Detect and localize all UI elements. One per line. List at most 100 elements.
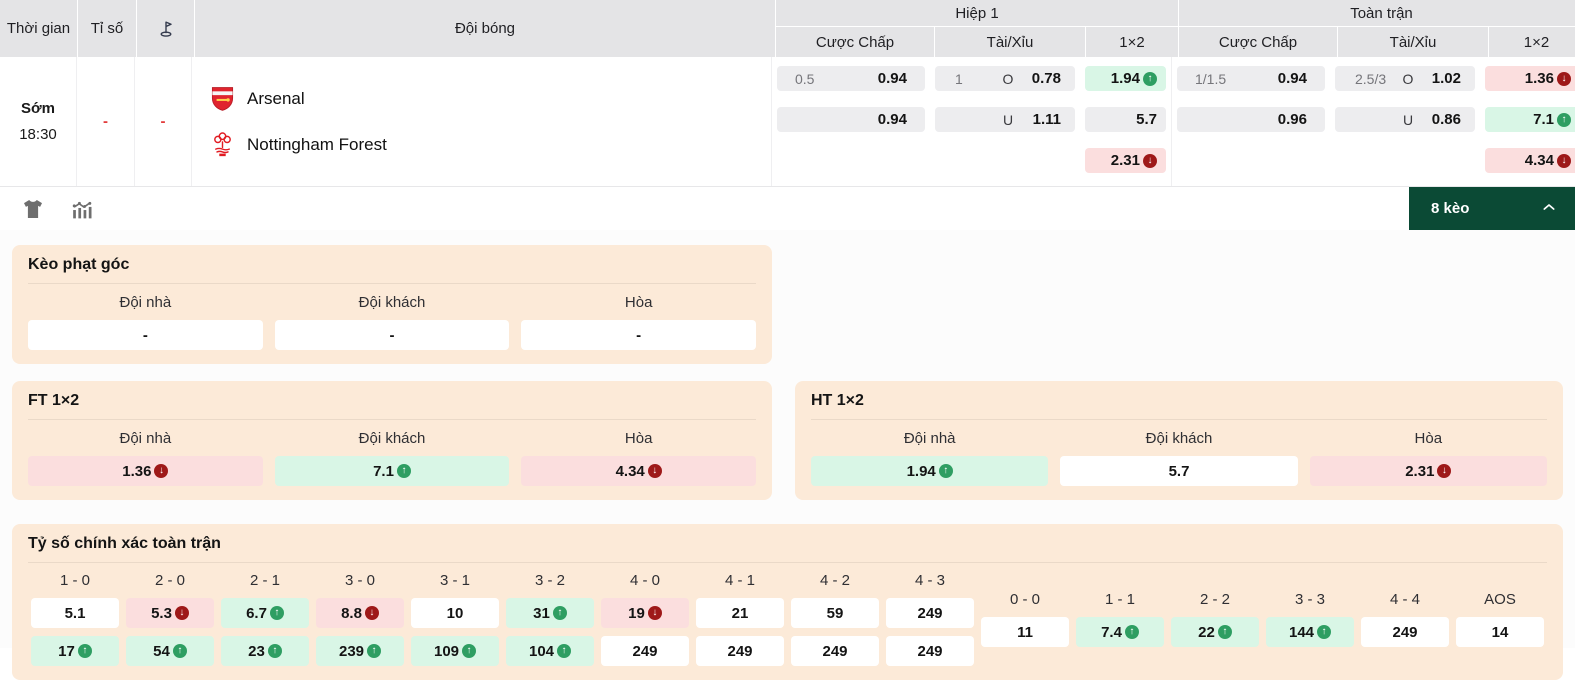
subheader-ft-overunder: Tài/Xỉu — [1338, 27, 1488, 57]
score-odds-home[interactable]: 10 — [411, 598, 499, 628]
corner-away-odds[interactable]: - — [274, 320, 510, 350]
score-odds-home[interactable]: 31 ↑ — [506, 598, 594, 628]
corner-draw-column: Hòa - — [521, 284, 757, 350]
odds-up-arrow-icon: ↑ — [462, 644, 477, 658]
subheader-h1-overunder: Tài/Xỉu — [935, 27, 1085, 57]
odds-value: 4.34 — [1524, 152, 1554, 169]
h1-1x2-column: 1.94 ↑ 5.7 2.31 ↓ — [1080, 57, 1172, 186]
corner-home-label: Đội nhà — [119, 294, 172, 311]
bets-count-button[interactable]: 8 kèo — [1409, 187, 1575, 230]
bets-count-label: 8 kèo — [1431, 200, 1470, 217]
score-odds-away[interactable]: 249 — [791, 636, 879, 666]
score-odds-away[interactable]: 249 — [696, 636, 784, 666]
score-odds-away[interactable]: 239 ↑ — [316, 636, 404, 666]
corner-home-column: Đội nhà - — [28, 284, 263, 350]
score-odds-away[interactable]: 249 — [601, 636, 689, 666]
corner-odds-panel: Kèo phạt góc Đội nhà - Đội khách - Hòa - — [12, 245, 772, 364]
ft-handicap-away-odds[interactable]: 0.96 — [1177, 107, 1325, 132]
stats-chart-icon[interactable] — [69, 196, 94, 221]
corner-draw-odds[interactable]: - — [521, 320, 757, 350]
ft-panel-draw-odds[interactable]: 4.34 ↓ — [521, 456, 757, 486]
score-odds-away[interactable]: 17 ↑ — [31, 636, 119, 666]
score-odds-draw[interactable]: 11 — [981, 617, 1069, 647]
score-odds-away[interactable]: 104 ↑ — [506, 636, 594, 666]
h1-over-odds[interactable]: 1 O 0.78 — [935, 66, 1075, 91]
h1-home-win-odds[interactable]: 1.94 ↑ — [1085, 66, 1166, 91]
odds-value: 249 — [632, 642, 658, 660]
corner-flag-icon — [152, 15, 179, 42]
score-odds-home[interactable]: 19 ↓ — [601, 598, 689, 628]
h1-under-odds[interactable]: U 1.11 — [935, 107, 1075, 132]
h1-handicap-away-odds[interactable]: 0.94 — [777, 107, 925, 132]
ft-home-win-odds[interactable]: 1.36 ↓ — [1485, 66, 1575, 91]
jersey-icon[interactable] — [20, 196, 45, 221]
odds-value: 5.7 — [1168, 462, 1190, 480]
score-odds-draw[interactable]: 22 ↑ — [1171, 617, 1259, 647]
score-odds-home[interactable]: 5.3 ↓ — [126, 598, 214, 628]
odds-value: 11 — [1017, 623, 1033, 641]
ft-panel-home-odds[interactable]: 1.36 ↓ — [28, 456, 263, 486]
score-column: 4 - 1 21 249 — [696, 572, 784, 666]
ft-panel-away-label: Đội khách — [358, 430, 426, 447]
ht-1x2-panel: HT 1×2 Đội nhà 1.94 ↑ Đội khách 5.7 Hòa 2… — [795, 381, 1563, 500]
score-odds-draw[interactable]: 144 ↑ — [1266, 617, 1354, 647]
odds-up-arrow-icon: ↑ — [1143, 71, 1157, 86]
score-odds-away[interactable]: 54 ↑ — [126, 636, 214, 666]
ft-panel-away-odds[interactable]: 7.1 ↑ — [274, 456, 510, 486]
home-team-row[interactable]: Arsenal — [209, 85, 305, 112]
score-column: 4 - 0 19 ↓ 249 — [601, 572, 689, 666]
ft-under-odds[interactable]: U 0.86 — [1335, 107, 1475, 132]
ft-away-win-odds[interactable]: 7.1 ↑ — [1485, 107, 1575, 132]
odds-down-arrow-icon: ↓ — [174, 606, 189, 620]
away-team-row[interactable]: Nottingham Forest — [209, 131, 387, 158]
ft-panel-draw-label: Hòa — [624, 430, 653, 447]
odds-up-arrow-icon: ↑ — [1124, 625, 1139, 639]
odds-value: - — [636, 326, 642, 344]
ht-panel-home-odds[interactable]: 1.94 ↑ — [811, 456, 1049, 486]
ht-panel-away-odds[interactable]: 5.7 — [1060, 456, 1298, 486]
score-odds-away[interactable]: 109 ↑ — [411, 636, 499, 666]
ft-draw-odds[interactable]: 4.34 ↓ — [1485, 148, 1575, 173]
score-label: 3 - 3 — [1294, 591, 1325, 608]
corner-home-odds[interactable]: - — [28, 320, 263, 350]
score-odds-away[interactable]: 249 — [886, 636, 974, 666]
match-corners-cell: - — [135, 57, 192, 186]
h1-under-value: 1.11 — [1032, 111, 1061, 128]
teams-cell: Arsenal Nottingham Forest — [192, 57, 772, 186]
h1-away-win-odds[interactable]: 5.7 — [1085, 107, 1166, 132]
h1-handicap-home-value: 0.94 — [877, 70, 907, 87]
score-odds-draw[interactable]: 14 — [1456, 617, 1544, 647]
ft-over-label: O — [1402, 70, 1414, 87]
group-header-half1: Hiệp 1 — [776, 0, 1178, 26]
score-odds-home[interactable]: 6.7 ↑ — [221, 598, 309, 628]
score-column: 2 - 1 6.7 ↑ 23 ↑ — [221, 572, 309, 666]
h1-under-label: U — [1002, 111, 1014, 128]
score-odds-home[interactable]: 8.8 ↓ — [316, 598, 404, 628]
odds-up-arrow-icon: ↑ — [1557, 112, 1571, 127]
odds-value: 10 — [446, 604, 464, 622]
ft-over-odds[interactable]: 2.5/3 O 1.02 — [1335, 66, 1475, 91]
ft-handicap-home-odds[interactable]: 1/1.5 0.94 — [1177, 66, 1325, 91]
odds-down-arrow-icon: ↓ — [364, 606, 379, 620]
h1-draw-odds[interactable]: 2.31 ↓ — [1085, 148, 1166, 173]
score-column: 1 - 0 5.1 17 ↑ — [31, 572, 119, 666]
score-label: 3 - 2 — [534, 572, 565, 589]
score-odds-home[interactable]: 249 — [886, 598, 974, 628]
extra-markets-section: Kèo phạt góc Đội nhà - Đội khách - Hòa -… — [0, 230, 1575, 680]
score-column: 3 - 1 10 109 ↑ — [411, 572, 499, 666]
corner-away-label: Đội khách — [358, 294, 426, 311]
score-odds-draw[interactable]: 7.4 ↑ — [1076, 617, 1164, 647]
odds-value: 249 — [917, 642, 943, 660]
h1-handicap-home-odds[interactable]: 0.5 0.94 — [777, 66, 925, 91]
ft-under-value: 0.86 — [1431, 111, 1461, 128]
score-label: 3 - 1 — [439, 572, 470, 589]
ht-panel-draw-odds[interactable]: 2.31 ↓ — [1309, 456, 1547, 486]
score-odds-home[interactable]: 5.1 — [31, 598, 119, 628]
odds-value: 5.3 — [151, 604, 172, 622]
score-odds-draw[interactable]: 249 — [1361, 617, 1449, 647]
odds-value: 7.1 — [1533, 111, 1554, 128]
odds-value: - — [142, 326, 148, 344]
score-odds-home[interactable]: 21 — [696, 598, 784, 628]
score-odds-away[interactable]: 23 ↑ — [221, 636, 309, 666]
score-odds-home[interactable]: 59 — [791, 598, 879, 628]
